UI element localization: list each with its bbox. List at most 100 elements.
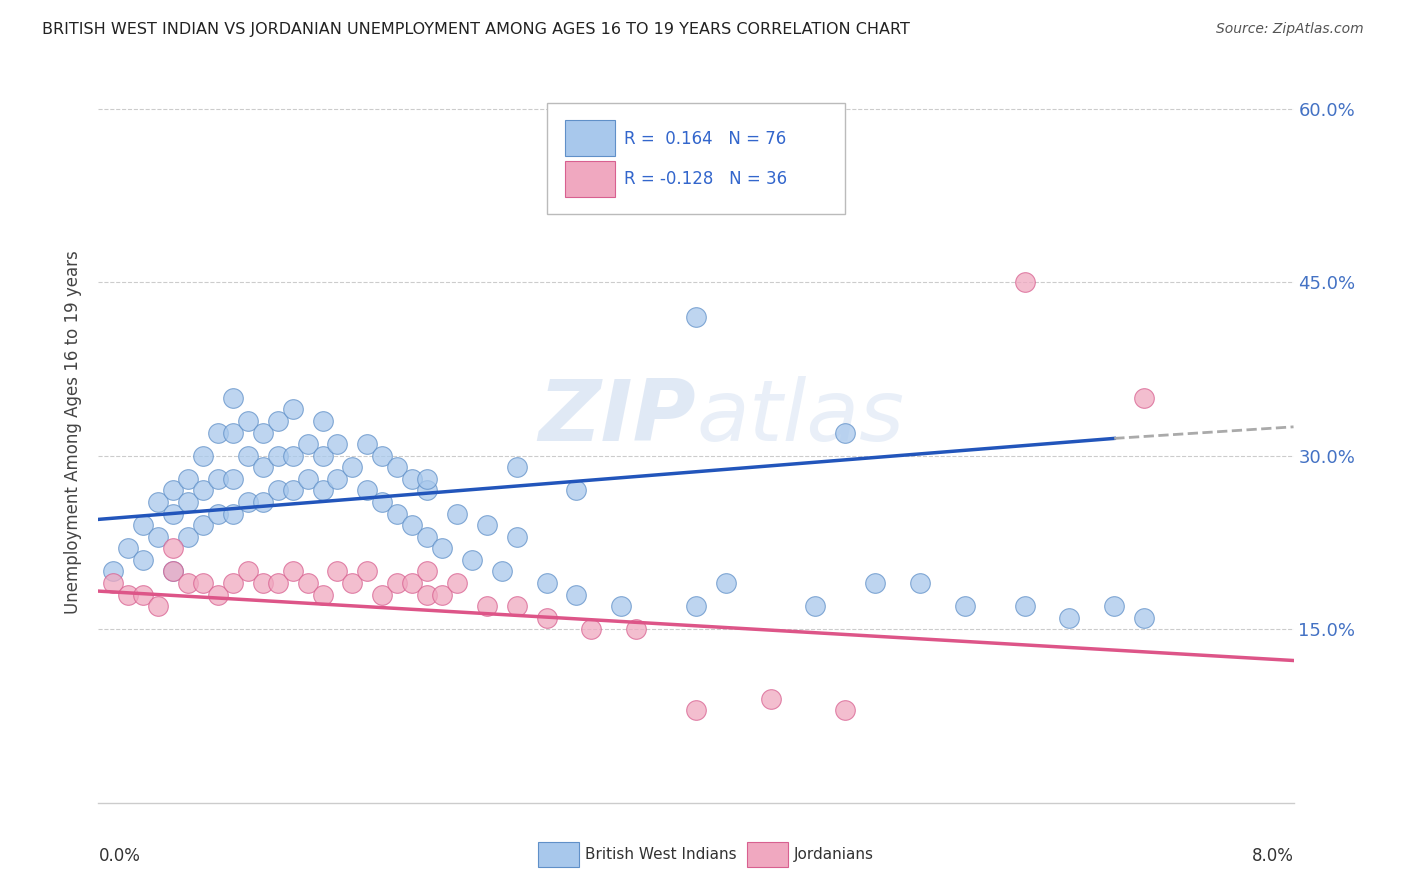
Point xyxy=(177,472,200,486)
Point xyxy=(356,565,378,579)
Point xyxy=(446,576,468,591)
Point xyxy=(252,576,274,591)
Point xyxy=(356,437,378,451)
Text: Source: ZipAtlas.com: Source: ZipAtlas.com xyxy=(1216,22,1364,37)
Point xyxy=(281,565,304,579)
Y-axis label: Unemployment Among Ages 16 to 19 years: Unemployment Among Ages 16 to 19 years xyxy=(65,251,83,615)
Point xyxy=(177,530,200,544)
Point xyxy=(446,507,468,521)
FancyBboxPatch shape xyxy=(547,103,845,214)
Point xyxy=(416,472,439,486)
Point xyxy=(506,599,529,614)
Text: Jordanians: Jordanians xyxy=(794,847,875,863)
Point xyxy=(1059,610,1081,624)
Point xyxy=(191,483,214,498)
Point xyxy=(371,588,394,602)
Point xyxy=(953,599,976,614)
Point xyxy=(430,541,453,556)
Point xyxy=(311,588,333,602)
Point xyxy=(162,507,184,521)
Point xyxy=(326,472,349,486)
Point xyxy=(401,472,423,486)
Point xyxy=(865,576,887,591)
Point xyxy=(236,414,259,428)
Point xyxy=(506,460,529,475)
Point xyxy=(536,610,558,624)
Point xyxy=(267,449,290,463)
Point xyxy=(207,588,229,602)
Point xyxy=(759,691,782,706)
Point xyxy=(311,414,333,428)
Point xyxy=(281,402,304,417)
Point xyxy=(626,622,648,636)
Point xyxy=(834,703,856,717)
Point xyxy=(506,530,529,544)
Point xyxy=(326,565,349,579)
Point xyxy=(132,553,155,567)
Point xyxy=(222,472,245,486)
Point xyxy=(311,483,333,498)
Point xyxy=(281,483,304,498)
Point xyxy=(103,576,125,591)
Point xyxy=(416,483,439,498)
Point xyxy=(1014,599,1036,614)
Point xyxy=(191,576,214,591)
Point xyxy=(236,565,259,579)
Point xyxy=(281,449,304,463)
Point xyxy=(191,518,214,533)
Point xyxy=(117,541,139,556)
Text: British West Indians: British West Indians xyxy=(585,847,737,863)
FancyBboxPatch shape xyxy=(565,120,614,156)
Text: R = -0.128   N = 36: R = -0.128 N = 36 xyxy=(624,169,787,187)
Point xyxy=(148,495,170,509)
Point xyxy=(342,460,364,475)
Point xyxy=(461,553,484,567)
Point xyxy=(385,507,409,521)
Point xyxy=(371,495,394,509)
Point xyxy=(385,460,409,475)
Point xyxy=(132,588,155,602)
Point xyxy=(416,588,439,602)
Point xyxy=(416,530,439,544)
Point xyxy=(252,425,274,440)
FancyBboxPatch shape xyxy=(538,842,579,867)
Text: R =  0.164   N = 76: R = 0.164 N = 76 xyxy=(624,129,786,148)
Point xyxy=(222,425,245,440)
Point xyxy=(222,576,245,591)
Text: 0.0%: 0.0% xyxy=(98,847,141,865)
Point xyxy=(834,425,856,440)
Point xyxy=(267,414,290,428)
Point xyxy=(297,472,319,486)
Point xyxy=(103,565,125,579)
Point xyxy=(297,576,319,591)
Point xyxy=(252,495,274,509)
FancyBboxPatch shape xyxy=(748,842,787,867)
Point xyxy=(117,588,139,602)
Point xyxy=(191,449,214,463)
Point xyxy=(132,518,155,533)
Point xyxy=(581,622,603,636)
Point xyxy=(207,425,229,440)
Point xyxy=(804,599,827,614)
Point xyxy=(685,599,707,614)
Point xyxy=(252,460,274,475)
Point xyxy=(342,576,364,591)
Text: BRITISH WEST INDIAN VS JORDANIAN UNEMPLOYMENT AMONG AGES 16 TO 19 YEARS CORRELAT: BRITISH WEST INDIAN VS JORDANIAN UNEMPLO… xyxy=(42,22,910,37)
Point xyxy=(416,565,439,579)
Point xyxy=(685,703,707,717)
Point xyxy=(236,495,259,509)
Point xyxy=(536,576,558,591)
Point xyxy=(148,599,170,614)
Point xyxy=(326,437,349,451)
Point xyxy=(385,576,409,591)
Point xyxy=(401,576,423,591)
Point xyxy=(267,483,290,498)
FancyBboxPatch shape xyxy=(565,161,614,197)
Point xyxy=(1014,275,1036,289)
Point xyxy=(610,599,633,614)
Point xyxy=(222,391,245,405)
Text: atlas: atlas xyxy=(696,376,904,459)
Point xyxy=(356,483,378,498)
Text: 8.0%: 8.0% xyxy=(1251,847,1294,865)
Point xyxy=(401,518,423,533)
